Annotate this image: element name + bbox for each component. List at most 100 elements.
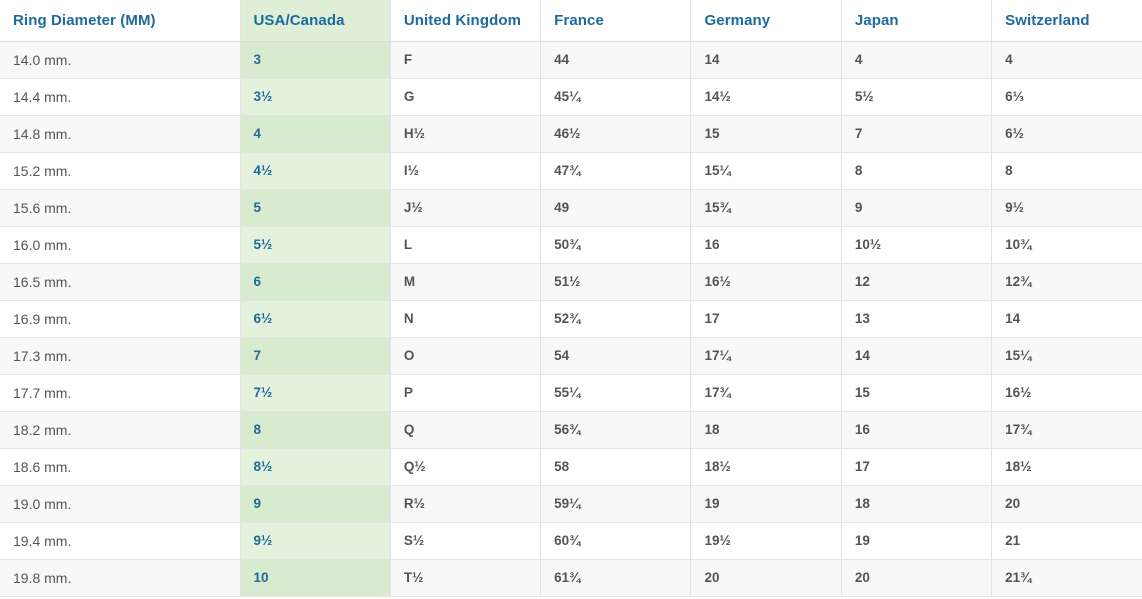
cell-usa-canada: 5½ bbox=[240, 226, 391, 264]
cell-japan: 14 bbox=[841, 337, 993, 375]
cell-germany: 17¼ bbox=[690, 337, 842, 375]
table-row: 14.4 mm. 3½ G 45¼ 14½ 5½ 6⅓ bbox=[0, 78, 1142, 116]
cell-france: 51½ bbox=[540, 263, 692, 301]
cell-japan: 4 bbox=[841, 41, 993, 79]
cell-usa-canada: 4 bbox=[240, 115, 391, 153]
cell-ring-diameter: 14.8 mm. bbox=[0, 115, 241, 153]
cell-germany: 15 bbox=[690, 115, 842, 153]
cell-united-kingdom: P bbox=[390, 374, 542, 412]
cell-united-kingdom: J½ bbox=[390, 189, 542, 227]
cell-ring-diameter: 16.0 mm. bbox=[0, 226, 241, 264]
cell-japan: 19 bbox=[841, 522, 993, 560]
cell-japan: 18 bbox=[841, 485, 993, 523]
cell-united-kingdom: R½ bbox=[390, 485, 542, 523]
header-row: Ring Diameter (MM) USA/Canada United Kingd… bbox=[0, 0, 1142, 42]
table-row: 16.0 mm. 5½ L 50¾ 16 10½ 10¾ bbox=[0, 226, 1142, 264]
cell-switzerland: 16½ bbox=[991, 374, 1142, 412]
cell-france: 55¼ bbox=[540, 374, 692, 412]
column-header-united-kingdom: United Kingdom bbox=[390, 0, 542, 42]
column-header-switzerland: Switzerland bbox=[991, 0, 1142, 42]
cell-ring-diameter: 16.5 mm. bbox=[0, 263, 241, 301]
cell-united-kingdom: Q½ bbox=[390, 448, 542, 486]
cell-switzerland: 18½ bbox=[991, 448, 1142, 486]
cell-united-kingdom: L bbox=[390, 226, 542, 264]
cell-switzerland: 21 bbox=[991, 522, 1142, 560]
cell-switzerland: 4 bbox=[991, 41, 1142, 79]
cell-switzerland: 6½ bbox=[991, 115, 1142, 153]
column-header-ring-diameter-mm: Ring Diameter (MM) bbox=[0, 0, 241, 42]
cell-usa-canada: 4½ bbox=[240, 152, 391, 190]
cell-germany: 19½ bbox=[690, 522, 842, 560]
cell-switzerland: 6⅓ bbox=[991, 78, 1142, 116]
cell-france: 44 bbox=[540, 41, 692, 79]
table-body: 14.0 mm. 3 F 44 14 4 4 14.4 mm. 3½ G 45¼ 14½ 5½ 6⅓ 14.… bbox=[0, 41, 1142, 597]
table-row: 19.4 mm. 9½ S½ 60¾ 19½ 19 21 bbox=[0, 522, 1142, 560]
cell-germany: 16 bbox=[690, 226, 842, 264]
cell-usa-canada: 5 bbox=[240, 189, 391, 227]
cell-usa-canada: 9½ bbox=[240, 522, 391, 560]
cell-germany: 15¾ bbox=[690, 189, 842, 227]
cell-france: 59¼ bbox=[540, 485, 692, 523]
cell-united-kingdom: S½ bbox=[390, 522, 542, 560]
cell-germany: 17 bbox=[690, 300, 842, 338]
cell-france: 54 bbox=[540, 337, 692, 375]
table-row: 18.6 mm. 8½ Q½ 58 18½ 17 18½ bbox=[0, 448, 1142, 486]
cell-france: 46½ bbox=[540, 115, 692, 153]
cell-france: 49 bbox=[540, 189, 692, 227]
cell-germany: 20 bbox=[690, 559, 842, 597]
cell-ring-diameter: 19.4 mm. bbox=[0, 522, 241, 560]
column-header-usa-canada: USA/Canada bbox=[240, 0, 391, 42]
cell-ring-diameter: 14.0 mm. bbox=[0, 41, 241, 79]
cell-united-kingdom: N bbox=[390, 300, 542, 338]
cell-japan: 12 bbox=[841, 263, 993, 301]
cell-japan: 17 bbox=[841, 448, 993, 486]
cell-germany: 14 bbox=[690, 41, 842, 79]
table-row: 16.5 mm. 6 M 51½ 16½ 12 12¾ bbox=[0, 263, 1142, 301]
cell-france: 61¾ bbox=[540, 559, 692, 597]
cell-switzerland: 14 bbox=[991, 300, 1142, 338]
cell-ring-diameter: 18.2 mm. bbox=[0, 411, 241, 449]
table-row: 19.8 mm. 10 T½ 61¾ 20 20 21¾ bbox=[0, 559, 1142, 597]
table-row: 17.3 mm. 7 O 54 17¼ 14 15¼ bbox=[0, 337, 1142, 375]
cell-france: 56¾ bbox=[540, 411, 692, 449]
table-row: 18.2 mm. 8 Q 56¾ 18 16 17¾ bbox=[0, 411, 1142, 449]
cell-ring-diameter: 19.8 mm. bbox=[0, 559, 241, 597]
cell-germany: 19 bbox=[690, 485, 842, 523]
cell-united-kingdom: F bbox=[390, 41, 542, 79]
cell-germany: 18½ bbox=[690, 448, 842, 486]
cell-usa-canada: 7½ bbox=[240, 374, 391, 412]
cell-switzerland: 9½ bbox=[991, 189, 1142, 227]
cell-switzerland: 15¼ bbox=[991, 337, 1142, 375]
cell-ring-diameter: 14.4 mm. bbox=[0, 78, 241, 116]
cell-usa-canada: 8½ bbox=[240, 448, 391, 486]
cell-ring-diameter: 17.3 mm. bbox=[0, 337, 241, 375]
cell-united-kingdom: H½ bbox=[390, 115, 542, 153]
cell-japan: 9 bbox=[841, 189, 993, 227]
cell-germany: 18 bbox=[690, 411, 842, 449]
cell-usa-canada: 9 bbox=[240, 485, 391, 523]
cell-france: 52¾ bbox=[540, 300, 692, 338]
cell-germany: 15¼ bbox=[690, 152, 842, 190]
cell-switzerland: 17¾ bbox=[991, 411, 1142, 449]
cell-switzerland: 8 bbox=[991, 152, 1142, 190]
table-row: 14.0 mm. 3 F 44 14 4 4 bbox=[0, 41, 1142, 79]
cell-usa-canada: 8 bbox=[240, 411, 391, 449]
cell-france: 50¾ bbox=[540, 226, 692, 264]
cell-usa-canada: 6½ bbox=[240, 300, 391, 338]
cell-ring-diameter: 18.6 mm. bbox=[0, 448, 241, 486]
table-row: 15.2 mm. 4½ I½ 47¾ 15¼ 8 8 bbox=[0, 152, 1142, 190]
cell-france: 60¾ bbox=[540, 522, 692, 560]
cell-ring-diameter: 16.9 mm. bbox=[0, 300, 241, 338]
column-header-japan: Japan bbox=[841, 0, 993, 42]
cell-france: 45¼ bbox=[540, 78, 692, 116]
cell-germany: 14½ bbox=[690, 78, 842, 116]
cell-usa-canada: 7 bbox=[240, 337, 391, 375]
cell-japan: 5½ bbox=[841, 78, 993, 116]
table-header: Ring Diameter (MM) USA/Canada United Kingd… bbox=[0, 0, 1142, 42]
cell-switzerland: 20 bbox=[991, 485, 1142, 523]
column-header-france: France bbox=[540, 0, 692, 42]
table-row: 15.6 mm. 5 J½ 49 15¾ 9 9½ bbox=[0, 189, 1142, 227]
cell-ring-diameter: 15.2 mm. bbox=[0, 152, 241, 190]
